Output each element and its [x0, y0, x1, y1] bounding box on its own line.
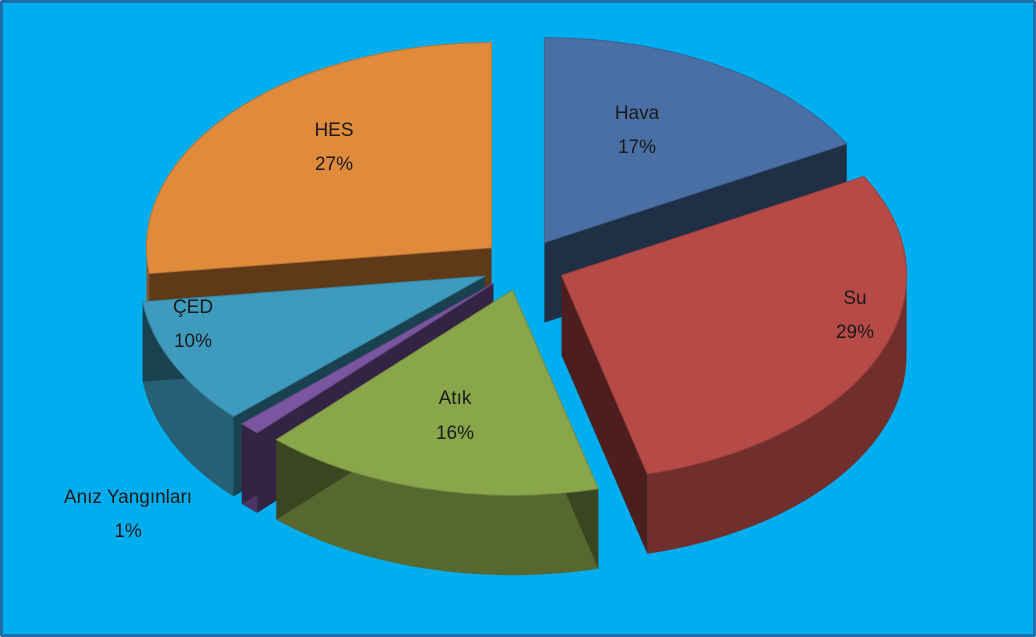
slice-hes [146, 42, 492, 275]
slice-value-label: 1% [114, 521, 142, 542]
slice-wall [647, 275, 907, 554]
slice-label: ÇED [173, 297, 213, 318]
slice-label: Hava [615, 103, 660, 124]
slice-value-label: 29% [836, 322, 874, 343]
slice-hava [543, 37, 848, 244]
slice-su [560, 176, 908, 475]
pie-chart: Hava 17% Su 29% Atık 16% Anız Yangınları 1% ÇED 1… [3, 3, 1033, 634]
slice-atık [275, 289, 600, 496]
slice-label: Anız Yangınları [64, 487, 192, 508]
slice-cut-face [561, 275, 648, 554]
slice-çed [142, 275, 486, 418]
slice-wall [142, 301, 234, 497]
slice-value-label: 17% [618, 137, 656, 158]
slice-value-label: 10% [174, 331, 212, 352]
slice-label: HES [314, 120, 353, 141]
slice-label: Atık [439, 388, 472, 409]
slice-anız-yangınları [240, 282, 494, 434]
slice-value-label: 27% [315, 154, 353, 175]
slice-label: Su [843, 288, 866, 309]
slice-value-label: 16% [436, 423, 474, 444]
